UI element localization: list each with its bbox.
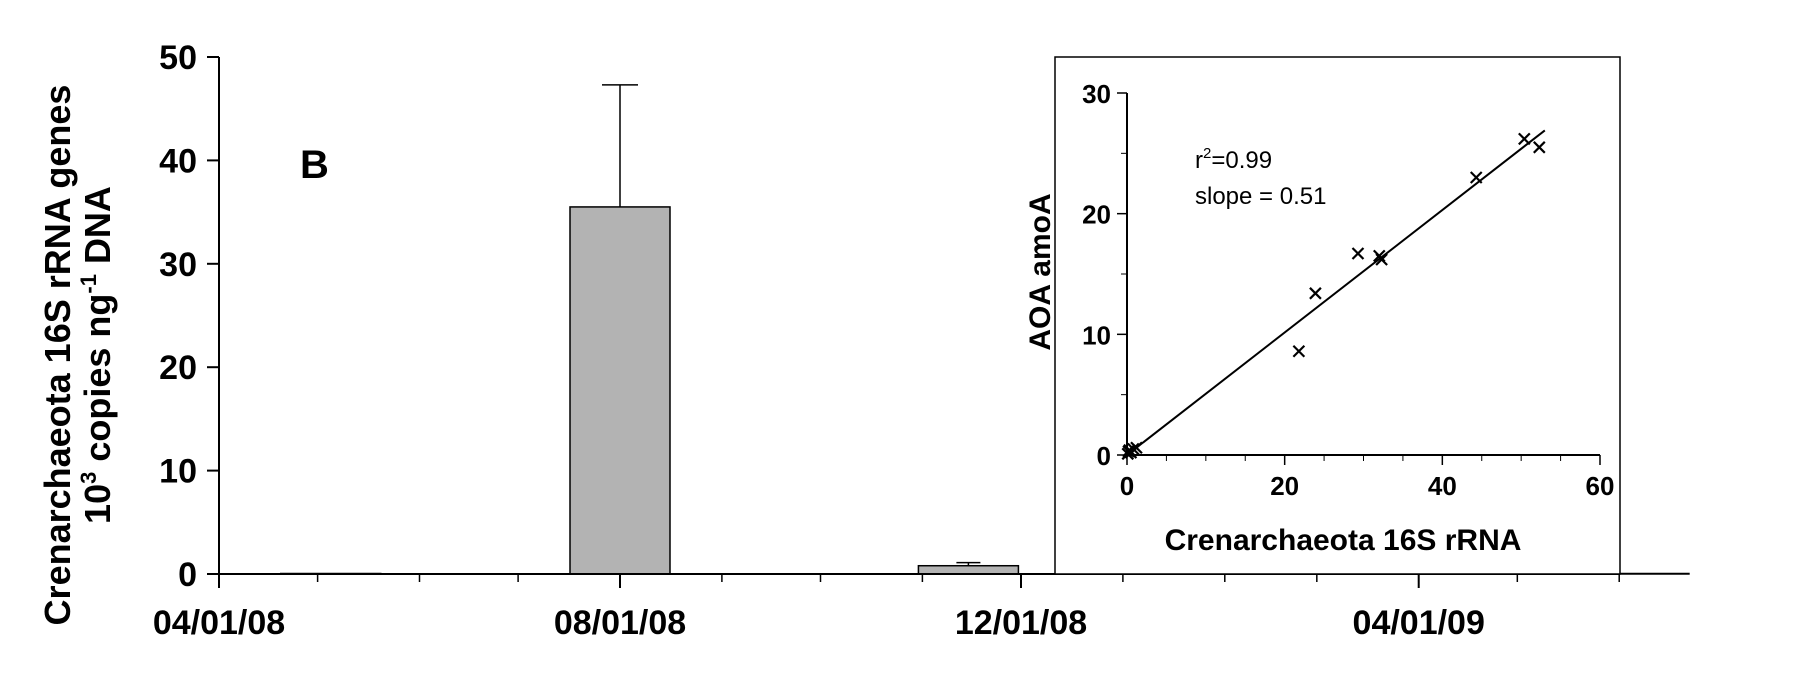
inset-y-axis-title: AOA amoA [1024,193,1057,350]
inset-r2-annotation: r2=0.99 [1195,145,1272,174]
inset-scatter-chart: 0 10 20 30 0 20 40 60 r2=0.99 slope = 0.51 Cre… [1024,56,1621,575]
main-y-axis-title: Crenarchaeota 16S rRNA genes 103 copies … [37,85,118,626]
inset-data-point [1375,253,1388,266]
inset-y-tick-label: 0 [1097,441,1111,471]
main-y-tick-label: 0 [178,556,197,594]
inset-data-point [1292,344,1306,358]
main-ylabel-line2: 103 copies ng-1 DNA [76,186,118,524]
inset-data-point [1309,287,1322,300]
main-y-tick-label: 30 [159,246,197,284]
inset-y-axis-ticks: 0 10 20 30 [1082,79,1127,471]
inset-x-axis-title: Crenarchaeota 16S rRNA [1165,524,1522,557]
main-y-axis-ticks: 0 10 20 30 40 50 [159,39,219,594]
inset-data-point [1533,141,1546,154]
main-y-tick-label: 10 [159,453,197,491]
inset-data-point [1469,171,1483,184]
inset-x-tick-label: 20 [1270,471,1299,501]
inset-y-tick-label: 20 [1082,200,1111,230]
inset-data-point [1130,441,1143,455]
main-x-tick-label: 08/01/08 [554,604,686,642]
panel-label: B [300,143,329,187]
inset-x-tick-label: 0 [1120,471,1134,501]
main-x-axis-ticks: 04/01/08 08/01/08 12/01/08 04/01/09 [153,574,1620,642]
inset-x-axis-ticks: 0 20 40 60 [1120,455,1615,501]
main-bar [917,564,1020,575]
main-x-tick-label: 12/01/08 [955,604,1087,642]
main-x-tick-label: 04/01/09 [1353,604,1485,642]
inset-frame [1054,56,1621,575]
main-y-tick-label: 20 [159,349,197,387]
inset-x-tick-label: 40 [1428,471,1457,501]
main-y-tick-label: 40 [159,142,197,180]
main-x-tick-label: 04/01/08 [153,604,285,642]
main-bars [280,84,1690,575]
inset-x-tick-label: 60 [1586,471,1615,501]
main-bar [569,206,671,575]
inset-y-tick-label: 10 [1082,320,1111,350]
inset-data-point [1351,247,1365,260]
inset-y-tick-label: 30 [1082,79,1111,109]
main-y-tick-label: 50 [159,39,197,77]
inset-data-point [1518,132,1531,146]
main-ylabel-line1: Crenarchaeota 16S rRNA genes [37,85,78,626]
inset-slope-annotation: slope = 0.51 [1195,183,1326,210]
inset-fit-line [1126,129,1546,456]
